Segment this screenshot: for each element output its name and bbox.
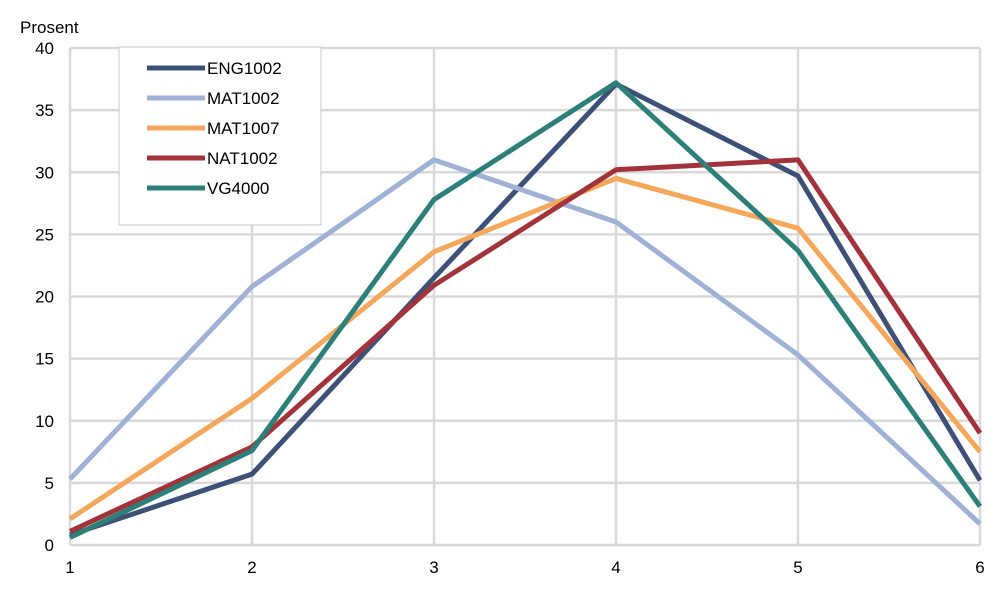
legend-label: ENG1002 [207,59,282,78]
series-line-vg4000 [68,80,983,540]
y-tick-label: 20 [35,288,54,307]
series-lines [68,80,983,540]
series-line-mat1007 [68,175,982,521]
y-tick-label: 35 [35,101,54,120]
y-axis-label: Prosent [20,18,79,37]
legend-label: MAT1002 [207,89,279,108]
y-tick-label: 25 [35,225,54,244]
y-tick-label: 15 [35,350,54,369]
legend-label: NAT1002 [207,149,278,168]
series-line-mat1002 [68,157,982,526]
series-line-nat1002 [68,157,983,534]
y-tick-label: 10 [35,412,54,431]
y-tick-label: 40 [35,39,54,58]
y-tick-label: 0 [45,536,54,555]
legend: ENG1002 MAT1002 MAT1007 NAT1002 VG4000 [118,46,322,226]
series-line-eng1002 [69,81,983,538]
x-tick-label: 3 [429,558,438,577]
legend-label: VG4000 [207,179,269,198]
y-tick-label: 5 [45,474,54,493]
y-tick-labels: 0 5 10 15 20 25 30 35 40 [35,39,54,555]
x-tick-label: 6 [975,558,984,577]
legend-box [118,46,322,226]
legend-label: MAT1007 [207,119,279,138]
x-tick-label: 5 [793,558,802,577]
x-tick-label: 2 [247,558,256,577]
x-tick-label: 1 [65,558,74,577]
x-tick-labels: 1 2 3 4 5 6 [65,558,984,577]
x-tick-label: 4 [611,558,620,577]
y-tick-label: 30 [35,163,54,182]
